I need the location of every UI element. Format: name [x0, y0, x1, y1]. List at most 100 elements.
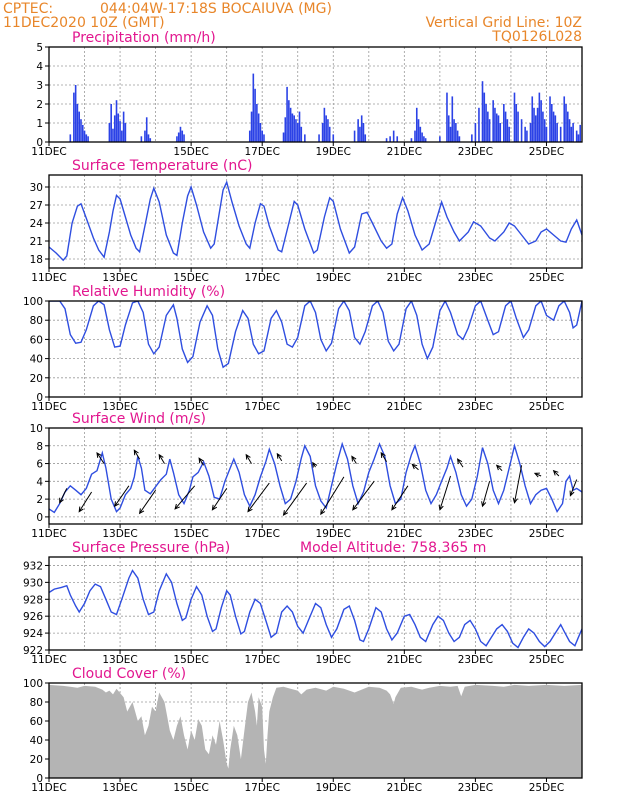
cloud-cover-panel: Cloud Cover (%) 0 20 40 60 80 100 11DEC 13DEC 15D…: [23, 666, 583, 794]
precip-bar: [488, 119, 491, 142]
precip-bar: [419, 126, 422, 142]
precip-bar: [577, 134, 580, 142]
x-tick-label: 23DEC: [458, 782, 493, 794]
precip-bar: [478, 107, 480, 142]
precipitation-title: Precipitation (mm/h): [72, 30, 216, 46]
precip-bar: [556, 123, 558, 142]
pressure-annotation: Model Altitude: 758.365 m: [300, 540, 486, 556]
precip-bar: [321, 123, 324, 142]
precip-bar: [424, 138, 427, 142]
y-tick-label: 6: [36, 459, 43, 471]
x-tick-label: 17DEC: [244, 272, 279, 284]
precip-bar: [533, 107, 535, 142]
precip-bar: [113, 115, 116, 142]
precip-bar: [81, 124, 84, 142]
y-tick-label: 0: [36, 392, 43, 404]
x-tick-label: 17DEC: [244, 654, 279, 666]
precip-bar: [559, 126, 562, 142]
x-tick-label: 11DEC: [31, 272, 66, 284]
pressure-panel: Surface Pressure (hPa) Model Altitude: 75…: [23, 540, 583, 666]
x-tick-label: 25DEC: [529, 146, 564, 158]
header-location: 044:04W-17:18S BOCAIUVA (MG): [100, 1, 332, 17]
x-tick-label: 23DEC: [458, 401, 493, 413]
y-tick-label: 4: [36, 476, 43, 488]
precip-bar: [410, 138, 413, 142]
precip-bar: [83, 130, 86, 142]
x-tick-label: 19DEC: [316, 272, 351, 284]
precip-bar: [456, 130, 459, 142]
header-model-code: TQ0126L028: [491, 29, 582, 45]
precip-bar: [183, 134, 185, 142]
precip-bar: [543, 119, 546, 142]
wind-title: Surface Wind (m/s): [72, 411, 206, 427]
x-tick-label: 23DEC: [458, 272, 493, 284]
y-tick-label: 60: [30, 716, 43, 728]
x-tick-label: 17DEC: [244, 782, 279, 794]
wind-frame: [48, 427, 583, 525]
precip-bar: [80, 119, 82, 142]
x-tick-label: 21DEC: [387, 528, 422, 540]
precip-bar: [119, 121, 121, 142]
precip-bar: [256, 104, 258, 142]
precip-bar: [492, 100, 494, 142]
x-tick-label: 13DEC: [102, 782, 137, 794]
y-tick-label: 0: [36, 512, 43, 524]
precip-bar: [385, 138, 388, 142]
precip-bar: [259, 123, 262, 142]
y-tick-label: 5: [36, 42, 43, 54]
x-tick-label: 23DEC: [458, 528, 493, 540]
x-tick-label: 13DEC: [102, 272, 137, 284]
y-tick-label: 924: [23, 628, 43, 640]
precip-bar: [439, 136, 441, 142]
wind-arrow: [552, 469, 560, 477]
precip-bar: [568, 119, 571, 142]
x-tick-label: 19DEC: [316, 528, 351, 540]
x-tick-label: 25DEC: [529, 528, 564, 540]
precip-bar: [538, 92, 541, 142]
precip-bar: [549, 96, 551, 142]
precip-bar: [579, 124, 582, 142]
precip-bar: [181, 130, 184, 142]
precip-bar: [565, 104, 567, 142]
precip-bar: [145, 117, 148, 142]
wind-grid: [49, 428, 582, 524]
y-tick-label: 926: [23, 611, 43, 623]
y-tick-label: 18: [30, 254, 43, 266]
precip-bar: [257, 113, 260, 142]
precip-bar: [360, 115, 363, 142]
temperature-grid: [49, 175, 582, 268]
precip-bar: [481, 81, 484, 142]
precip-bar: [396, 136, 399, 142]
precip-bar: [291, 113, 294, 142]
y-tick-label: 20: [30, 373, 43, 385]
x-tick-label: 11DEC: [31, 146, 66, 158]
y-tick-label: 1: [36, 118, 43, 130]
precip-bar: [364, 134, 367, 142]
precip-bar: [508, 126, 510, 142]
y-tick-label: 4: [36, 61, 43, 73]
x-tick-label: 11DEC: [31, 401, 66, 413]
x-tick-label: 21DEC: [387, 272, 422, 284]
x-tick-label: 19DEC: [316, 401, 351, 413]
x-tick-label: 11DEC: [31, 654, 66, 666]
precip-bar: [495, 113, 498, 142]
precip-bar: [298, 111, 301, 142]
y-tick-label: 24: [30, 218, 44, 230]
precip-bar: [69, 134, 72, 142]
y-tick-label: 2: [36, 99, 43, 111]
wind-arrow: [312, 461, 318, 468]
y-tick-label: 80: [30, 315, 43, 327]
x-tick-label: 13DEC: [102, 654, 137, 666]
precip-bar: [353, 130, 356, 142]
precip-bar: [485, 104, 487, 142]
y-tick-label: 8: [36, 441, 43, 453]
y-tick-label: 21: [30, 236, 43, 248]
wind-arrow: [211, 488, 228, 511]
precip-bar: [487, 111, 489, 142]
y-tick-label: 40: [30, 354, 43, 366]
y-tick-label: 922: [23, 645, 43, 657]
wind-arrow: [533, 472, 542, 478]
x-tick-label: 13DEC: [102, 528, 137, 540]
wind-arrow: [198, 457, 205, 466]
precip-bar: [451, 96, 454, 142]
